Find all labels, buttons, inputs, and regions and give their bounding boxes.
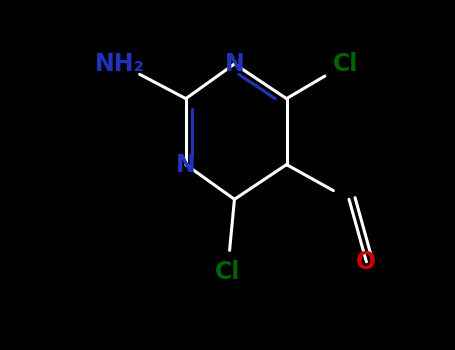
Text: Cl: Cl [333,52,358,76]
Text: N: N [176,153,196,177]
Text: O: O [356,250,376,274]
Text: NH₂: NH₂ [95,52,145,76]
Text: N: N [225,52,244,76]
Text: Cl: Cl [215,260,240,284]
